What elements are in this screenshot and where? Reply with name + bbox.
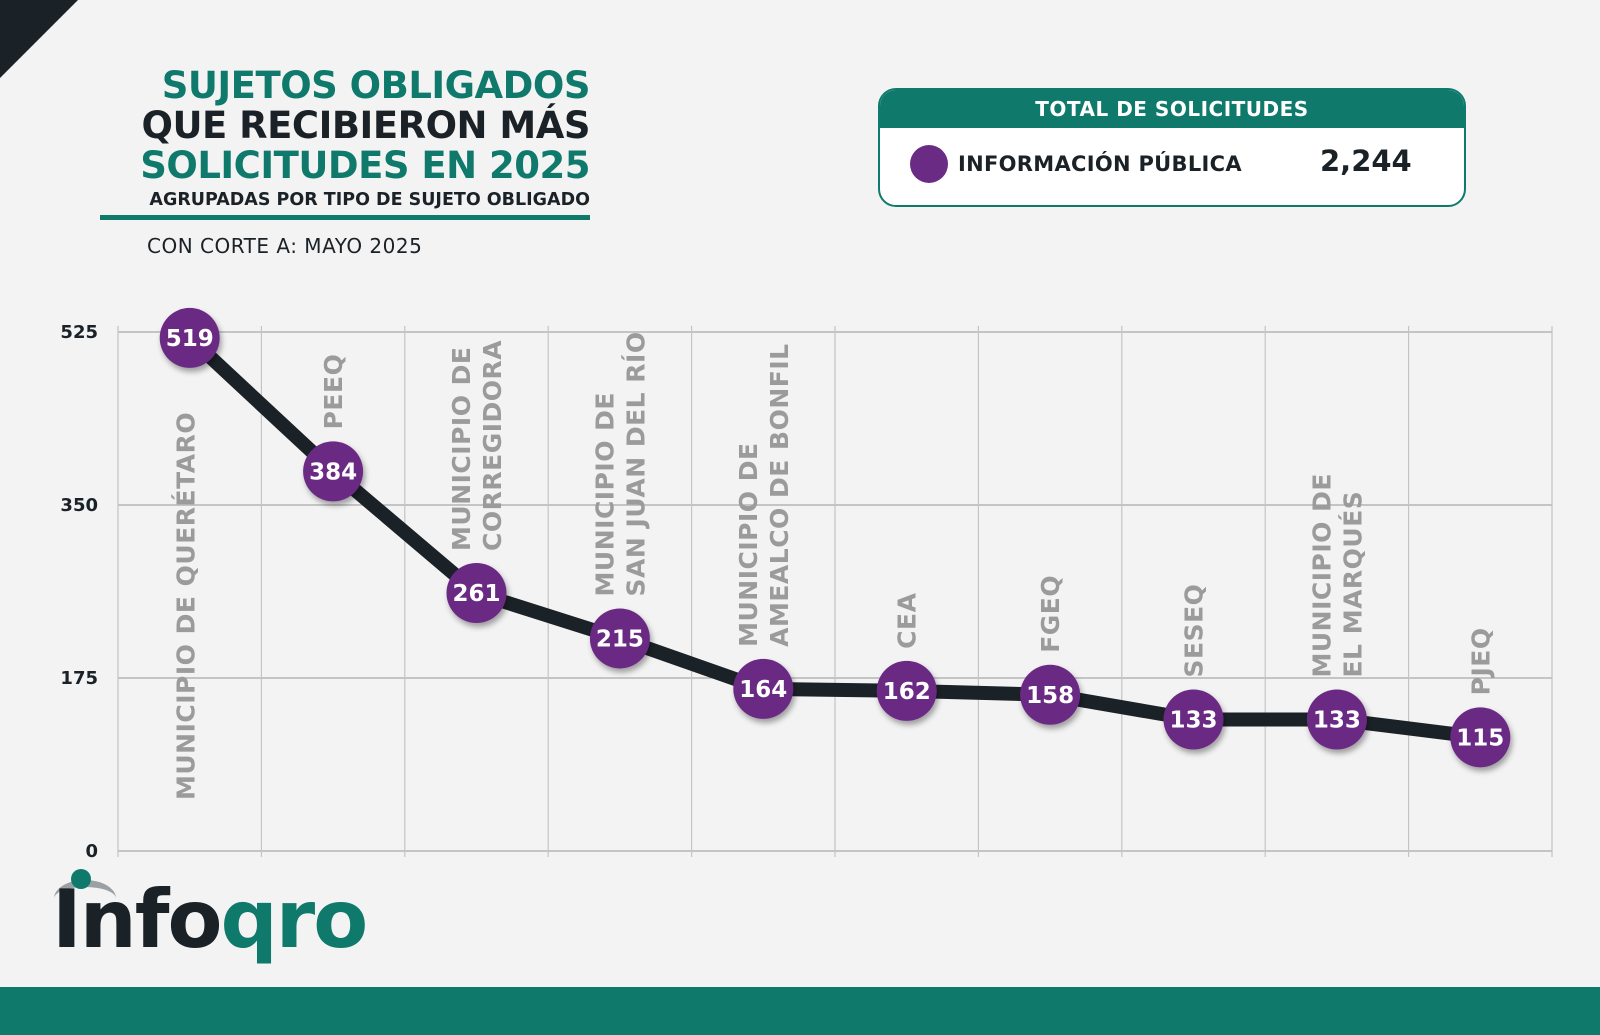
infoqro-logo: Infoqro (52, 880, 368, 960)
total-card-header: TOTAL DE SOLICITUDES (880, 90, 1464, 128)
data-point (1020, 664, 1081, 725)
legend-total-value: 2,244 (1320, 144, 1412, 178)
category-label: EL MARQUÉS (1338, 491, 1367, 678)
data-point (446, 562, 507, 623)
cutoff-date: CON CORTE A: MAYO 2025 (147, 234, 423, 258)
series-line (182, 330, 1488, 745)
data-label: 115 (1456, 725, 1504, 751)
title-block: SUJETOS OBLIGADOS QUE RECIBIERON MÁS SOL… (100, 64, 591, 220)
category-label: FGEQ (1036, 575, 1065, 653)
data-point (589, 608, 650, 669)
category-label: MUNICIPIO DE (590, 392, 619, 596)
data-point (159, 307, 220, 368)
data-label: 519 (166, 326, 214, 352)
data-label: 164 (739, 677, 787, 703)
y-tick-label: 350 (60, 495, 98, 516)
line-chart: 0 175 350 525 MUNICIPIO DE QUERÉTARO PEEQ MUN… (60, 307, 1553, 862)
category-label: AMEALCO DE BONFIL (765, 343, 794, 646)
logo-text-qro: qro (220, 873, 368, 966)
category-label: SAN JUAN DEL RÍO (621, 331, 650, 596)
corner-decoration (0, 0, 78, 78)
data-label: 261 (452, 581, 500, 607)
data-point (1306, 689, 1367, 750)
legend-label: INFORMACIÓN PÚBLICA (958, 152, 1242, 176)
category-label: MUNICIPIO DE QUERÉTARO (172, 412, 201, 800)
legend-marker (910, 145, 948, 183)
data-point (1450, 707, 1511, 768)
category-label: CORREGIDORA (478, 340, 507, 551)
y-tick-label: 175 (60, 668, 98, 689)
y-tick-label: 525 (60, 322, 98, 343)
y-tick-label: 0 (85, 841, 98, 862)
y-axis-ticks: 0 175 350 525 (60, 322, 98, 862)
logo-person-head (71, 869, 91, 889)
bottom-bar (0, 987, 1600, 1035)
category-label: PJEQ (1466, 627, 1495, 695)
data-point (733, 658, 794, 719)
data-label: 158 (1026, 683, 1074, 709)
data-point (876, 660, 937, 721)
data-point (303, 441, 364, 502)
subtitle: AGRUPADAS POR TIPO DE SUJETO OBLIGADO (100, 190, 590, 220)
data-points: 519 384 261 215 164 162 158 133 133 115 (159, 307, 1511, 768)
logo-text-info: Info (52, 873, 222, 966)
title-line-1: SUJETOS OBLIGADOS (161, 64, 591, 107)
title-line-2: QUE RECIBIERON MÁS (141, 104, 591, 147)
series-line-path (182, 330, 1488, 745)
category-label: CEA (893, 592, 922, 648)
total-card: TOTAL DE SOLICITUDES INFORMACIÓN PÚBLICA… (878, 88, 1466, 207)
data-label: 384 (309, 459, 357, 485)
data-label: 162 (883, 679, 931, 705)
category-label: MUNICIPIO DE (1307, 473, 1336, 677)
category-label: MUNICIPIO DE (447, 347, 476, 551)
category-label: PEEQ (319, 354, 348, 430)
data-label: 215 (596, 626, 644, 652)
data-label: 133 (1313, 708, 1361, 734)
grid (117, 326, 1553, 857)
category-label: SESEQ (1180, 584, 1209, 678)
data-label: 133 (1169, 708, 1217, 734)
data-point (1163, 689, 1224, 750)
category-label: MUNICIPIO DE (734, 442, 763, 646)
title-line-3: SOLICITUDES EN 2025 (140, 144, 590, 187)
